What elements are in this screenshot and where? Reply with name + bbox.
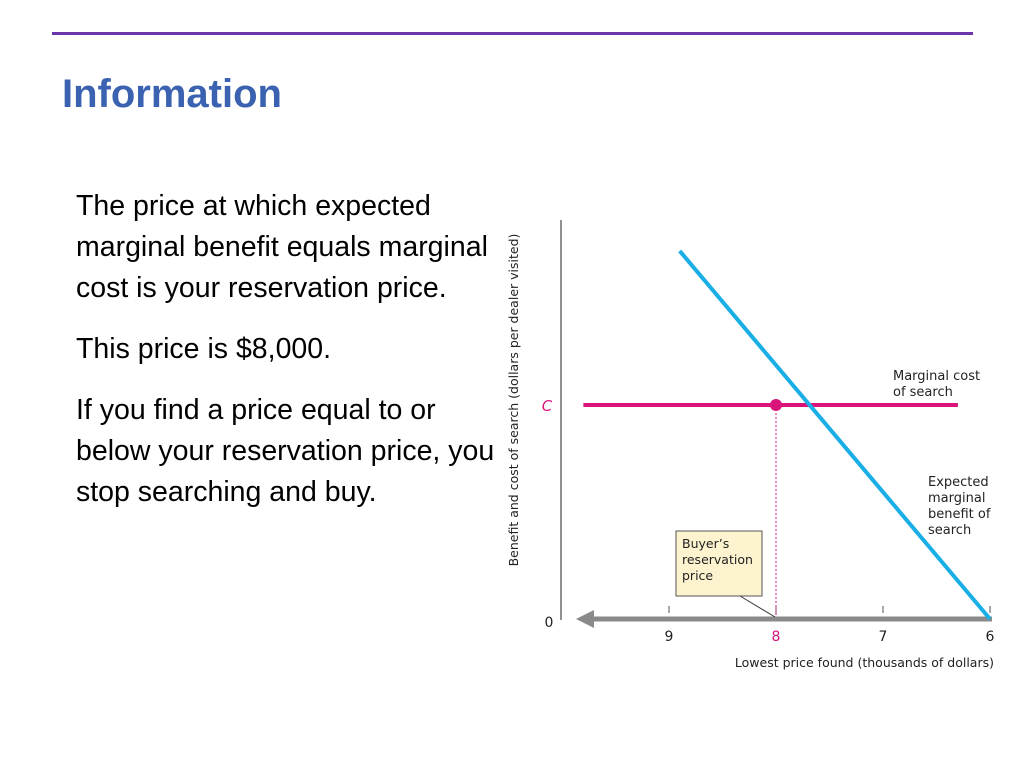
- series-lines: [583, 249, 992, 621]
- y-tick-label-c: C: [542, 397, 553, 415]
- callout-box: [675, 530, 763, 597]
- x-tick-label-7: 7: [879, 629, 888, 645]
- body-text: The price at which expected marginal ben…: [76, 186, 496, 533]
- x-axis-arrowhead: [576, 610, 594, 628]
- paragraph-price-value: This price is $8,000.: [76, 333, 332, 365]
- x-tick-label-6: 6: [986, 629, 995, 645]
- y-axis-label: Benefit and cost of search (dollars per …: [506, 234, 521, 567]
- x-axis-label: Lowest price found (thousands of dollars…: [735, 655, 994, 670]
- x-tick-label-8: 8: [772, 629, 781, 645]
- callout-text: Buyer’s reservation price: [682, 536, 753, 583]
- slide-title: Information: [62, 72, 282, 116]
- x-tick-labels: 9 8 7 6: [665, 629, 995, 645]
- title-rule: [52, 32, 973, 35]
- callout-pointer: [739, 595, 776, 618]
- label-marginal-cost: Marginal cost of search: [893, 369, 980, 400]
- origin-label: 0: [545, 615, 554, 631]
- paragraph-reservation-definition: The price at which expected marginal ben…: [76, 190, 488, 304]
- label-expected-benefit: Expected marginal benefit of search: [928, 475, 991, 538]
- paragraph-stop-searching: If you find a price equal to or below yo…: [76, 394, 495, 508]
- x-tick-label-9: 9: [665, 629, 674, 645]
- x-tick-marks: [668, 606, 991, 613]
- expected-benefit-line: [678, 249, 992, 621]
- equilibrium-point: [770, 399, 782, 411]
